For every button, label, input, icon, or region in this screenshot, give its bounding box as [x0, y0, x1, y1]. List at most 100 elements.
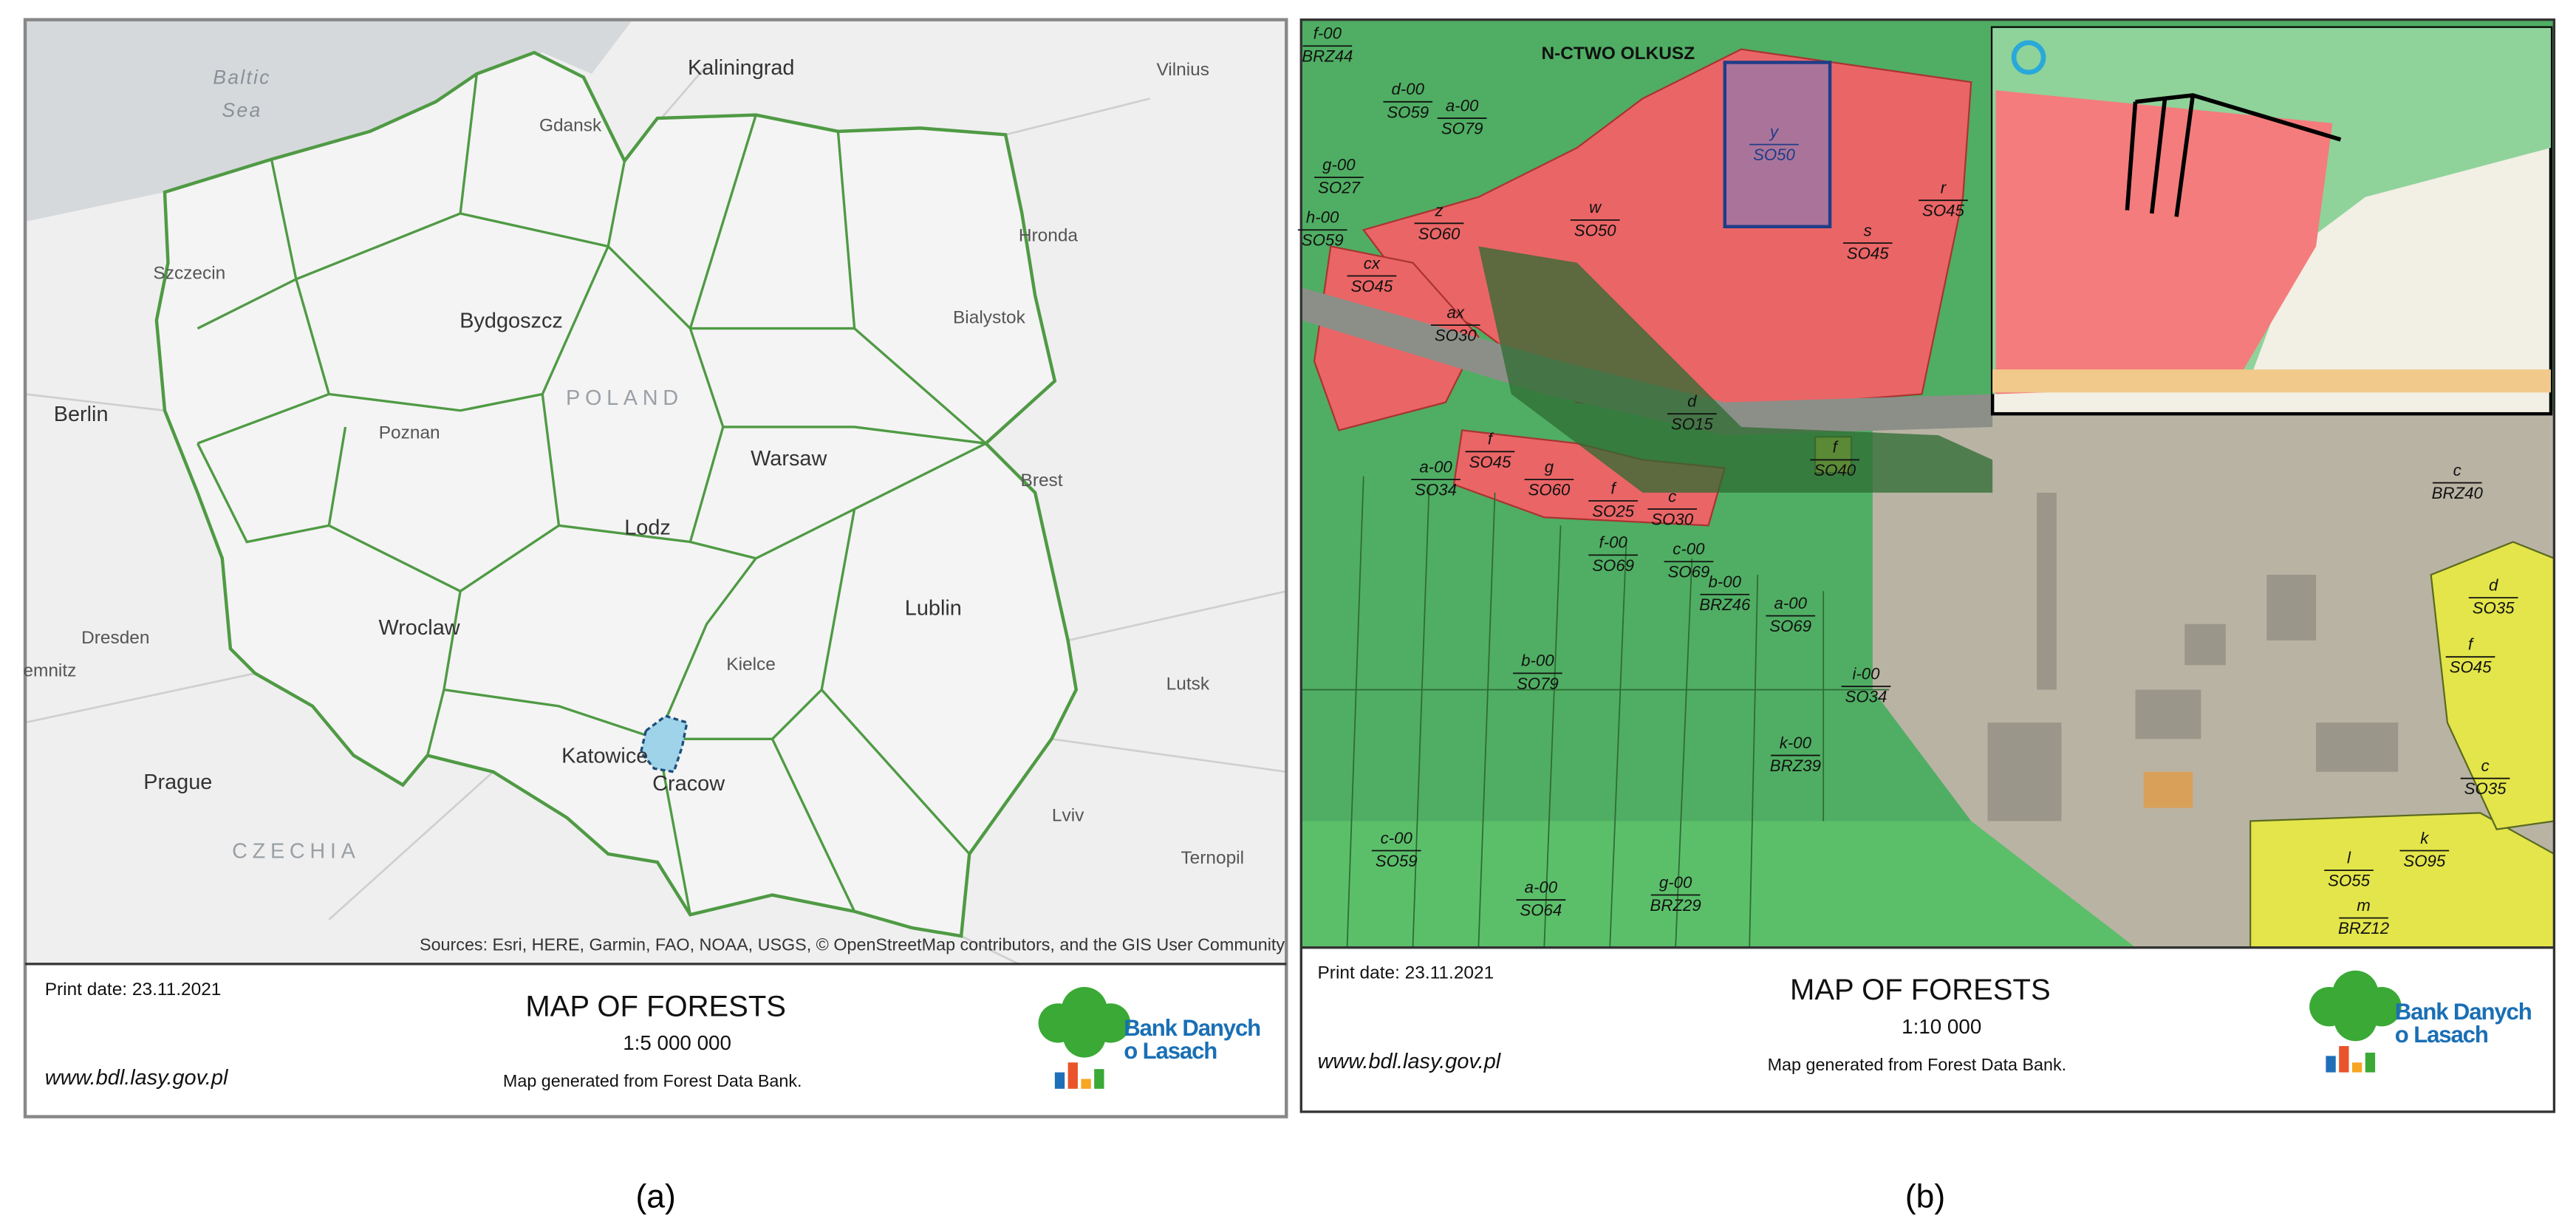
stand-label-top: a-00 — [1774, 594, 1807, 612]
stand-label-top: d — [1687, 392, 1697, 411]
stand-label-bottom: SO69 — [1667, 563, 1709, 581]
stand-label-top: y — [1769, 123, 1780, 141]
stand-label-top: r — [1941, 179, 1947, 197]
place-label: Ternopil — [1181, 848, 1244, 868]
place-label: Brest — [1021, 471, 1063, 491]
stand-label-top: ax — [1447, 303, 1465, 321]
stand-label-top: a-00 — [1525, 878, 1558, 896]
stand-label-bottom: SO34 — [1415, 481, 1457, 499]
stand-label-top: z — [1434, 202, 1443, 220]
logo — [2309, 970, 2402, 1073]
print-date: Print date: 23.11.2021 — [45, 980, 222, 1000]
panel-frame — [23, 18, 1288, 1118]
stand-label-top: k-00 — [1780, 734, 1812, 752]
stand-label-bottom: SO27 — [1318, 179, 1361, 197]
stand-label-top: k — [2420, 829, 2430, 847]
compartment-lines — [1301, 476, 1890, 948]
stand-label-bottom: SO64 — [1520, 901, 1562, 920]
stand-label-top: l — [2347, 848, 2351, 867]
stand-label-top: c — [2453, 461, 2461, 479]
buildings — [1987, 492, 2399, 821]
stand-label-bottom: SO79 — [1517, 674, 1559, 693]
stand-label-bottom: SO45 — [1922, 202, 1964, 220]
stand-label-top: cx — [1364, 254, 1381, 273]
place-label: emnitz — [23, 661, 76, 681]
roof — [2143, 771, 2193, 808]
panel-frame — [1299, 18, 2556, 1113]
stand-label-bottom: SO30 — [1651, 510, 1693, 529]
stand-label-bottom: SO50 — [1753, 146, 1795, 164]
map-scale: 1:5 000 000 — [623, 1031, 731, 1054]
stand-label-top: a-00 — [1446, 96, 1479, 115]
stand-label-bottom: SO79 — [1441, 119, 1483, 137]
stand-label-bottom: SO45 — [1469, 453, 1511, 471]
logo-bar — [2351, 1062, 2363, 1073]
stand-label-bottom: BRZ12 — [2338, 919, 2390, 937]
country-borders — [24, 65, 1287, 966]
stand-label-top: f — [1833, 438, 1839, 457]
stand-label-bottom: BRZ40 — [2432, 484, 2484, 502]
stand-label-bottom: BRZ46 — [1699, 595, 1751, 614]
stand-label-bottom: SO15 — [1671, 415, 1713, 434]
stand-label-bottom: SO59 — [1302, 231, 1344, 250]
place-label: Katowice — [561, 744, 648, 768]
stand-label-bottom: SO45 — [1350, 277, 1393, 295]
place-label: Lodz — [624, 516, 671, 539]
panel-a — [23, 18, 1288, 1118]
place-label: Poznan — [379, 423, 440, 443]
footer-title: MAP OF FORESTS — [1790, 974, 2051, 1006]
stand-label-bottom: SO34 — [1845, 688, 1887, 706]
place-label: Vilnius — [1156, 60, 1209, 80]
stand-label-top: f — [1488, 430, 1494, 448]
stand-label-top: i-00 — [1852, 665, 1880, 683]
stand-label-top: c-00 — [1673, 540, 1705, 558]
place-label: Dresden — [81, 628, 149, 648]
stand-label-bottom: BRZ44 — [1302, 47, 1353, 66]
stand-label-top: c — [1668, 487, 1676, 505]
yellow-stands — [2249, 812, 2555, 949]
stand-label-top: g-00 — [1659, 873, 1692, 892]
dense-forest — [1478, 246, 1993, 493]
stand-label-top: s — [1864, 221, 1872, 239]
place-label: Bydgoszcz — [459, 309, 563, 332]
generated-note: Map generated from Forest Data Bank. — [1768, 1055, 2067, 1074]
logo-bar — [1054, 1072, 1065, 1089]
stand-label-bottom: SO35 — [2464, 779, 2507, 798]
place-label: Wroclaw — [378, 616, 459, 640]
stand-label-top: f — [1611, 479, 1618, 497]
stand-label-top: c-00 — [1381, 829, 1413, 847]
print-date: Print date: 23.11.2021 — [1318, 963, 1494, 983]
inset-map — [1990, 26, 2553, 416]
stand-label-top: b-00 — [1521, 652, 1554, 670]
stand-label-top: g — [1545, 457, 1554, 476]
logo-bar — [1094, 1069, 1104, 1089]
place-label: Lutsk — [1166, 674, 1210, 694]
stand-label-bottom: SO59 — [1387, 103, 1429, 121]
stand-label-bottom: SO59 — [1376, 852, 1418, 870]
sea — [25, 19, 633, 222]
place-label: Szczecin — [153, 264, 225, 284]
logo-bar — [2339, 1046, 2349, 1073]
logo-bar — [2365, 1052, 2376, 1073]
panel-caption: (b) — [1905, 1178, 1945, 1214]
place-label: Gdansk — [539, 116, 602, 136]
panel-b — [1299, 18, 2556, 1113]
footer-title: MAP OF FORESTS — [525, 990, 786, 1022]
stand-label-top: d — [2489, 575, 2498, 594]
stand-label-bottom: SO95 — [2403, 852, 2445, 870]
place-label: Lublin — [905, 596, 962, 620]
stand-label-bottom: SO69 — [1592, 556, 1634, 575]
stand-label-bottom: SO50 — [1574, 221, 1616, 239]
place-label: CZECHIA — [232, 839, 360, 863]
logo-text: Bank Danych — [1124, 1015, 1260, 1041]
stand-label-bottom: SO60 — [1528, 481, 1571, 499]
stand-label-bottom: SO69 — [1769, 617, 1811, 635]
place-label: Kaliningrad — [688, 56, 794, 80]
website-url: www.bdl.lasy.gov.pl — [1318, 1050, 1502, 1073]
stand-label-bottom: SO60 — [1418, 225, 1460, 243]
stand-label-top: w — [1589, 198, 1602, 216]
logo-bar — [1081, 1079, 1091, 1089]
logo-tree — [2334, 998, 2377, 1042]
stand-label-top: h-00 — [1306, 208, 1339, 227]
